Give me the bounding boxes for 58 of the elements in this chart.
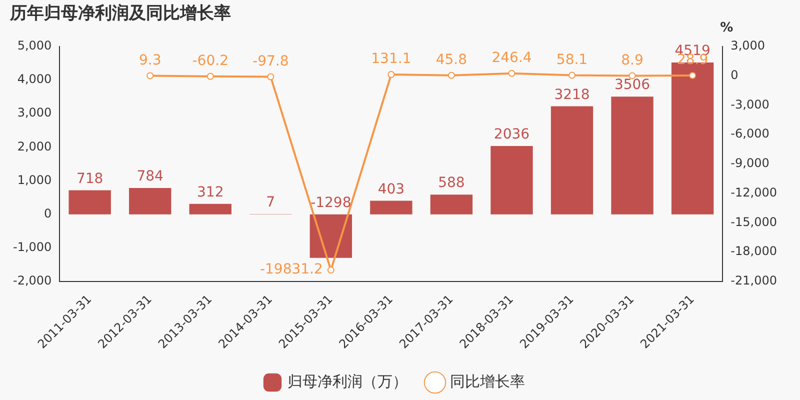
bar (370, 200, 412, 214)
y-tick-label: 2,000 (17, 139, 52, 154)
point (448, 72, 455, 79)
data-label: 312 (197, 184, 224, 200)
bar (671, 62, 714, 214)
point (206, 72, 214, 80)
data-label: 588 (438, 175, 465, 192)
y-tick-label: 4,000 (17, 72, 52, 86)
point (388, 71, 395, 78)
bar (611, 96, 654, 214)
data-label: 45.8 (436, 52, 468, 68)
data-label: -19831.2 (260, 262, 323, 278)
y2-tick-label: -9,000 (730, 156, 770, 170)
y-tick-label: -2,000 (12, 274, 52, 288)
data-label: 9.3 (138, 52, 162, 68)
data-label: 7 (266, 194, 276, 211)
y-tick-label: 3,000 (17, 106, 52, 120)
data-label: 718 (76, 170, 104, 187)
data-label: 784 (136, 168, 164, 185)
y-tick-label: 1,000 (17, 172, 52, 187)
y2-tick-label: -18,000 (730, 244, 778, 258)
data-label: 3218 (554, 86, 590, 103)
y2-tick-label: -12,000 (730, 185, 778, 200)
data-label: -1298 (310, 194, 352, 211)
bar (490, 146, 533, 214)
data-label: 8.9 (621, 52, 644, 68)
point (508, 70, 516, 77)
data-label: 246.4 (492, 50, 532, 66)
y2-tick-label: 0 (730, 68, 738, 82)
bar (68, 190, 111, 214)
data-label: 403 (378, 181, 405, 198)
legend-label: 同比增长率 (450, 372, 525, 390)
y2-tick-label: -6,000 (730, 126, 770, 141)
y2-tick-label: 3,000 (730, 38, 766, 53)
y2-tick-label: -21,000 (730, 274, 778, 288)
y2-tick-label: -15,000 (730, 214, 778, 229)
y-tick-label: 0 (44, 206, 52, 220)
data-label: -97.8 (252, 53, 289, 70)
bar (128, 188, 172, 214)
point (568, 72, 576, 79)
data-label: 58.1 (556, 52, 588, 68)
y-tick-label: 5,000 (17, 38, 52, 53)
legend-label: 归母净利润（万） (288, 372, 408, 390)
point (689, 72, 696, 80)
y2-axis-title: % (720, 20, 734, 36)
point (146, 72, 154, 80)
data-label: -60.2 (192, 53, 228, 70)
point (327, 266, 334, 274)
bar (430, 194, 473, 214)
chart-title: 历年归母净利润及同比增长率 (9, 4, 231, 24)
bar (189, 204, 232, 214)
bar (550, 106, 594, 214)
data-label: 3506 (614, 77, 650, 94)
point (267, 73, 274, 80)
data-label: 131.1 (371, 51, 412, 68)
data-label: 2036 (494, 126, 530, 143)
y2-tick-label: -3,000 (730, 97, 770, 112)
y-tick-label: -1,000 (12, 240, 52, 254)
